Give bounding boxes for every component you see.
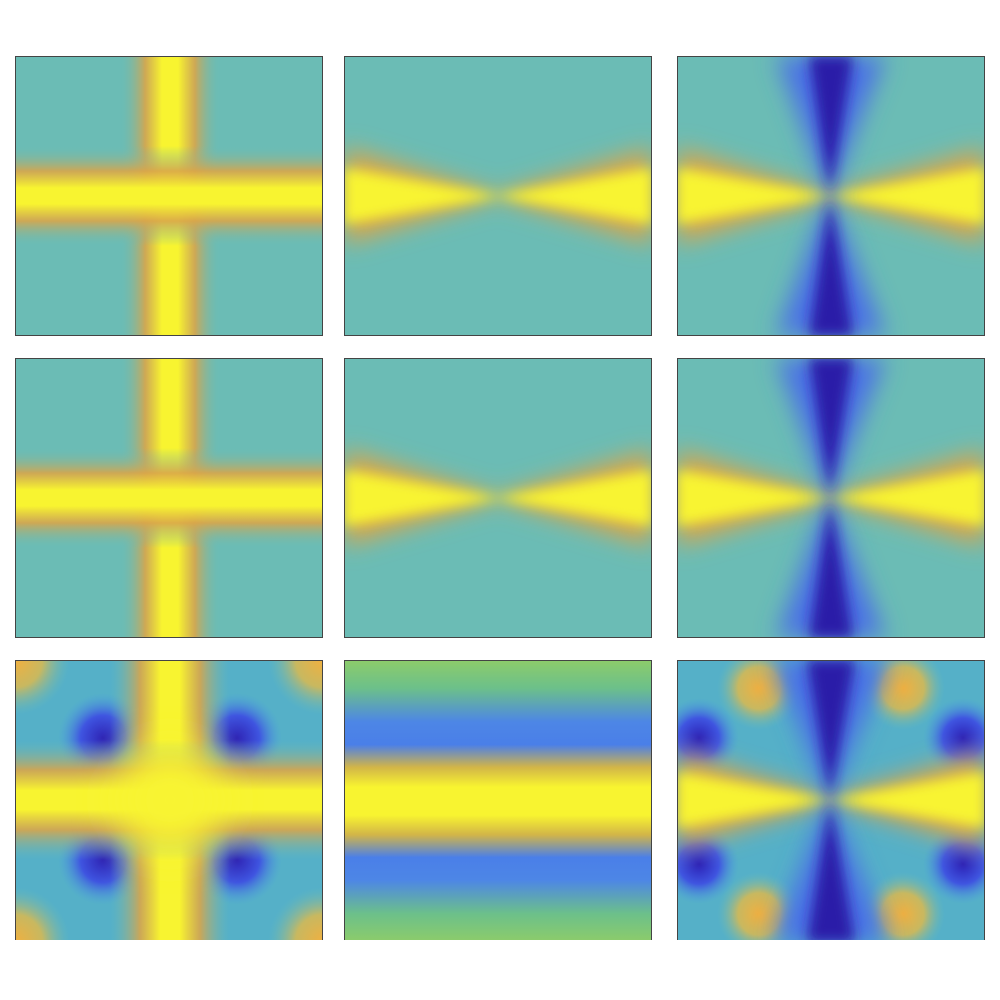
bowtie-inner [677, 772, 985, 828]
panel [344, 358, 652, 638]
panel [344, 56, 652, 336]
vertical-bowtie-inner [809, 358, 853, 638]
horizontal-band [15, 146, 323, 246]
orange-blob [717, 660, 801, 730]
corner-blob [15, 660, 70, 715]
panel [677, 56, 985, 336]
center-blob [115, 745, 225, 855]
panel [15, 660, 323, 940]
bowtie-inner [677, 470, 985, 526]
stripe-field [344, 660, 652, 940]
panel [677, 358, 985, 638]
bowtie-inner [677, 168, 985, 224]
orange-blob [861, 872, 945, 940]
panel [15, 56, 323, 336]
vertical-bowtie-outer [777, 56, 885, 336]
corner-blob [15, 887, 70, 940]
vertical-bowtie-inner [809, 56, 853, 336]
vertical-bowtie-inner [807, 660, 855, 940]
orange-blob [717, 872, 801, 940]
panel [344, 660, 652, 940]
horizontal-band [15, 448, 323, 548]
corner-blob [268, 887, 323, 940]
bowtie-inner [344, 470, 652, 526]
panel [15, 358, 323, 638]
orange-blob [861, 660, 945, 730]
blue-blob [923, 824, 985, 904]
bowtie-inner [344, 168, 652, 224]
vertical-bowtie-outer [777, 358, 885, 638]
panel [677, 660, 985, 940]
vertical-bowtie-outer [773, 660, 889, 940]
blue-blob [677, 824, 739, 904]
corner-blob [268, 660, 323, 715]
